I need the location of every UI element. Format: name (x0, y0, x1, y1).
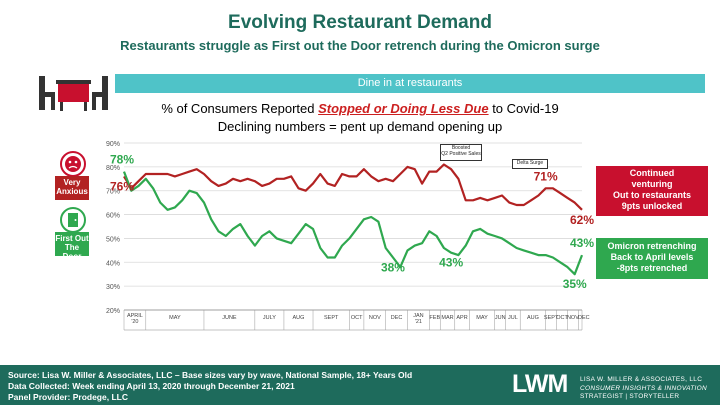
y-tick-label: 90% (106, 141, 120, 148)
boosted-note-line2: Q2 Positive Sales (441, 151, 481, 157)
x-tick-label: MAY (476, 315, 488, 321)
x-tick-label: JUN (495, 315, 506, 321)
data-label: 62% (570, 213, 594, 227)
chart-heading: % of Consumers Reported Stopped or Doing… (0, 101, 720, 116)
boosted-note: Boosted Q2 Positive Sales (440, 144, 482, 161)
x-tick-label: NOV (369, 315, 381, 321)
x-tick-label: OCT (351, 315, 363, 321)
chart-heading-prefix: % of Consumers Reported (161, 101, 319, 116)
chart-heading-line2: Declining numbers = pent up demand openi… (217, 119, 503, 134)
x-tick-label: JUNE (222, 315, 237, 321)
x-tick-label: JULY (263, 315, 276, 321)
very-anxious-icon (60, 151, 86, 177)
boosted-note-line1: Boosted (451, 145, 471, 151)
x-tick-label: JAN (413, 313, 423, 319)
first-out-the-door-line (122, 171, 584, 276)
y-tick-label: 70% (106, 189, 120, 196)
x-tick-label: '20 (131, 319, 138, 325)
y-tick-label: 30% (106, 284, 120, 291)
legend-very-anxious: Very Anxious (55, 176, 89, 200)
x-tick-label: OCT (556, 315, 568, 321)
omicron-retrenching-note: Omicron retrenching Back to April levels… (596, 238, 708, 279)
x-tick-label: DEC (391, 315, 403, 321)
footer-collected: Data Collected: Week ending April 13, 20… (8, 381, 295, 391)
red-note-line1: Continued (629, 168, 675, 178)
footer-panel: Panel Provider: Prodege, LLC (8, 392, 128, 402)
logo-tagline-2: STRATEGIST | STORYTELLER (580, 393, 680, 400)
data-label: 35% (563, 277, 587, 291)
x-tick-label: JUL (508, 315, 518, 321)
x-tick-label: NOV (567, 315, 579, 321)
x-tick-label: DEC (578, 315, 590, 321)
data-label: 43% (570, 236, 594, 250)
x-tick-label: APR (456, 315, 467, 321)
restaurant-table-icon (36, 72, 111, 114)
green-note-line1: Omicron retrenching (607, 241, 697, 251)
logo-tagline-1: CONSUMER INSIGHTS & INNOVATION (580, 385, 707, 392)
footer-bar: Source: Lisa W. Miller & Associates, LLC… (0, 365, 720, 405)
chart-heading-suffix: to Covid-19 (488, 101, 559, 116)
legend-first-out-the-door: First Out The Door (55, 232, 89, 261)
chart-heading-emphasis: Stopped or Doing Less Due (318, 101, 489, 116)
footer-source: Source: Lisa W. Miller & Associates, LLC… (8, 370, 413, 380)
logo-company-name: LISA W. MILLER & ASSOCIATES, LLC (580, 376, 703, 383)
red-note-line2: venturing (631, 179, 673, 189)
x-tick-label: '21 (415, 319, 422, 325)
x-tick-label: FEB (429, 315, 440, 321)
y-tick-label: 80% (106, 165, 120, 172)
data-label: 43% (439, 256, 463, 270)
delta-surge-note: Delta Surge (512, 159, 548, 169)
page-subtitle: Restaurants struggle as First out the Do… (120, 38, 600, 53)
data-label: 71% (534, 169, 558, 183)
data-label: 38% (381, 261, 405, 275)
data-label: 78% (110, 153, 134, 167)
red-note-line3: Out to restaurants (612, 190, 691, 200)
y-tick-label: 60% (106, 213, 120, 220)
x-tick-label: APRIL (127, 313, 143, 319)
x-tick-label: MAR (441, 315, 453, 321)
continued-venturing-note: Continued venturing Out to restaurants 9… (596, 166, 708, 216)
x-tick-label: AUG (293, 315, 305, 321)
red-note-line4: 9pts unlocked (621, 201, 683, 211)
data-label: 76% (110, 179, 134, 193)
lwm-logo: LWM (512, 370, 568, 398)
green-note-line3: -8pts retrenched (616, 263, 688, 273)
x-tick-label: SEPT (324, 315, 339, 321)
x-tick-label: SEPT (544, 315, 559, 321)
very-anxious-line (123, 163, 583, 211)
page-title: Evolving Restaurant Demand (228, 12, 492, 33)
category-banner: Dine in at restaurants (115, 74, 705, 93)
green-note-line2: Back to April levels (610, 252, 694, 262)
y-tick-label: 40% (106, 260, 120, 267)
x-tick-label: AUG (527, 315, 539, 321)
x-tick-label: MAY (169, 315, 181, 321)
y-tick-label: 20% (106, 308, 120, 315)
y-tick-label: 50% (106, 236, 120, 243)
